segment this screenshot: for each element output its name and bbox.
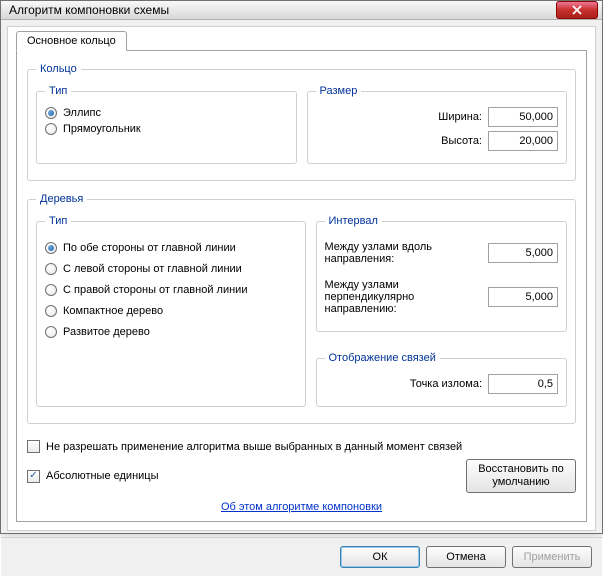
apply-button[interactable]: Применить xyxy=(512,546,592,568)
radio-expanded-label: Развитое дерево xyxy=(63,326,150,338)
tab-page: Кольцо Тип Эллипс Прямоугольник xyxy=(16,50,587,522)
radio-rectangle-label: Прямоугольник xyxy=(63,123,141,135)
radio-rectangle[interactable]: Прямоугольник xyxy=(45,123,288,135)
legend-ring: Кольцо xyxy=(36,63,81,75)
radio-icon xyxy=(45,107,57,119)
radio-compact-label: Компактное дерево xyxy=(63,305,163,317)
checkbox-icon xyxy=(27,470,40,483)
radio-icon xyxy=(45,123,57,135)
radio-icon xyxy=(45,263,57,275)
group-trees-type: Тип По обе стороны от главной линии С ле… xyxy=(36,215,306,407)
radio-icon xyxy=(45,326,57,338)
radio-ellipse[interactable]: Эллипс xyxy=(45,107,288,119)
radio-icon xyxy=(45,305,57,317)
ok-button[interactable]: ОК xyxy=(340,546,420,568)
group-ring-type: Тип Эллипс Прямоугольник xyxy=(36,85,297,164)
legend-trees-type: Тип xyxy=(45,215,71,227)
group-ring: Кольцо Тип Эллипс Прямоугольник xyxy=(27,63,576,181)
radio-right-side[interactable]: С правой стороны от главной линии xyxy=(45,284,297,296)
legend-links: Отображение связей xyxy=(325,352,440,364)
radio-icon xyxy=(45,284,57,296)
legend-ring-size: Размер xyxy=(316,85,362,97)
close-button[interactable] xyxy=(556,1,598,19)
radio-right-label: С правой стороны от главной линии xyxy=(63,284,247,296)
radio-left-label: С левой стороны от главной линии xyxy=(63,263,242,275)
along-label: Между узлами вдоль направления: xyxy=(325,241,483,265)
dialog-window: Алгоритм компоновки схемы Основное кольц… xyxy=(0,0,603,534)
check-preserve-links[interactable]: Не разрешать применение алгоритма выше в… xyxy=(27,440,576,453)
along-input[interactable] xyxy=(488,243,558,263)
legend-interval: Интервал xyxy=(325,215,382,227)
break-label: Точка излома: xyxy=(325,378,483,390)
height-input[interactable] xyxy=(488,131,558,151)
group-links: Отображение связей Точка излома: xyxy=(316,352,568,407)
width-input[interactable] xyxy=(488,107,558,127)
cancel-button[interactable]: Отмена xyxy=(426,546,506,568)
bottom-options: Не разрешать применение алгоритма выше в… xyxy=(27,436,576,513)
absolute-units-label: Абсолютные единицы xyxy=(46,470,159,482)
height-label: Высота: xyxy=(316,135,483,147)
radio-icon xyxy=(45,242,57,254)
radio-left-side[interactable]: С левой стороны от главной линии xyxy=(45,263,297,275)
group-ring-size: Размер Ширина: Высота: xyxy=(307,85,568,164)
tab-strip: Основное кольцо xyxy=(16,31,587,51)
close-icon xyxy=(572,5,582,15)
group-trees: Деревья Тип По обе стороны от главной ли… xyxy=(27,193,576,424)
break-input[interactable] xyxy=(488,374,558,394)
tab-main-ring[interactable]: Основное кольцо xyxy=(16,31,127,51)
titlebar: Алгоритм компоновки схемы xyxy=(1,1,602,20)
width-label: Ширина: xyxy=(316,111,483,123)
preserve-links-label: Не разрешать применение алгоритма выше в… xyxy=(46,441,462,453)
legend-trees: Деревья xyxy=(36,193,87,205)
radio-ellipse-label: Эллипс xyxy=(63,107,101,119)
dialog-footer: ОК Отмена Применить xyxy=(1,537,602,576)
perp-input[interactable] xyxy=(488,287,558,307)
radio-expanded[interactable]: Развитое дерево xyxy=(45,326,297,338)
perp-label: Между узлами перпендикулярно направлению… xyxy=(325,279,483,315)
restore-defaults-button[interactable]: Восстановить по умолчанию xyxy=(466,459,576,493)
checkbox-icon xyxy=(27,440,40,453)
about-link[interactable]: Об этом алгоритме компоновки xyxy=(221,501,382,513)
group-interval: Интервал Между узлами вдоль направления:… xyxy=(316,215,568,332)
radio-both-sides[interactable]: По обе стороны от главной линии xyxy=(45,242,297,254)
client-area: Основное кольцо Кольцо Тип Эллипс Прям xyxy=(7,26,596,531)
check-absolute-units[interactable]: Абсолютные единицы xyxy=(27,470,466,483)
legend-ring-type: Тип xyxy=(45,85,71,97)
radio-both-label: По обе стороны от главной линии xyxy=(63,242,236,254)
window-title: Алгоритм компоновки схемы xyxy=(9,3,556,17)
radio-compact[interactable]: Компактное дерево xyxy=(45,305,297,317)
